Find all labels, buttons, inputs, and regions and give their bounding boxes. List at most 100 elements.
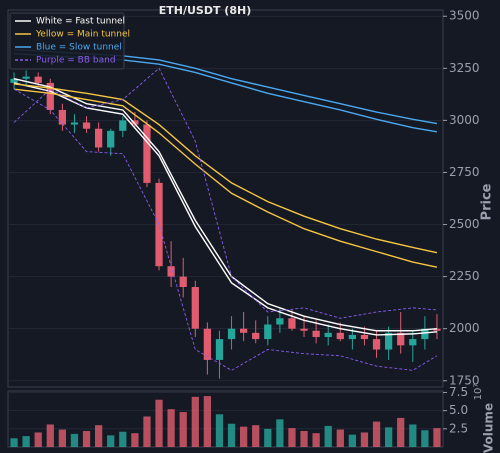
candle-body [95,128,103,148]
candle-body [167,266,175,277]
volume-bar [191,396,199,447]
volume-tick-label: 5.0 [449,403,468,417]
volume-bar [131,433,139,447]
y-tick-label: 2500 [449,217,480,231]
legend-label: Blue = Slow tunnel [36,43,122,53]
y-axis-label: Price [480,183,495,220]
tunnel-line [13,88,438,371]
candle-body [240,328,248,333]
candle-body [70,122,79,125]
volume-bar [155,399,163,447]
legend: White = Fast tunnel Yellow = Main tunnel B… [9,12,130,70]
volume-tick-label: 2.5 [449,421,468,435]
candle-body [10,78,18,83]
volume-bar [264,428,272,447]
tunnel-line [13,88,438,268]
volume-bar [324,425,332,447]
volume-bar [70,433,79,447]
volume-bar [203,396,211,447]
volume-bar [179,412,187,447]
y-tick-label: 2000 [449,321,480,335]
price-panel [7,9,444,388]
volume-bar [10,438,18,447]
y-tick-label: 2250 [449,269,480,283]
candle-body [385,332,393,350]
volume-tick-label: 7.5 [449,385,468,399]
legend-box [9,12,125,70]
candle-body [397,332,405,346]
candle-body [264,324,272,340]
candle-body [191,287,199,329]
candle-body [409,339,417,346]
candle-body [119,120,127,131]
legend-label: White = Fast tunnel [36,17,125,27]
y-tick-label: 3500 [449,9,480,23]
volume-bar [167,409,175,447]
candle-body [203,328,211,360]
volume-bar [82,431,91,447]
candle-body [252,332,260,340]
volume-bar [336,429,344,447]
candle-body [22,76,30,79]
candle-body [46,82,54,110]
y-tick-label: 1750 [449,373,480,387]
volume-bar [288,428,296,447]
volume-bar [312,433,320,447]
volume-axis-label: Volume [482,403,496,453]
volume-bar [433,428,441,447]
candle-body [336,332,344,340]
volume-bar [397,417,405,447]
volume-bar [372,421,381,447]
candle-body [131,120,139,125]
volume-bar [95,425,103,447]
tunnel-line [13,67,437,319]
y-tick-label: 2750 [449,165,480,179]
volume-bar [252,425,260,447]
volume-bar [421,430,429,447]
candle-body [324,332,332,338]
legend-label: Yellow = Main tunnel [35,30,130,40]
candle-body [82,122,91,129]
candle-body [227,328,236,340]
volume-offset: 10⁷ [473,384,484,401]
candle-body [360,334,369,340]
volume-bar [143,416,151,447]
candle-body [433,328,441,331]
volume-bar [58,429,66,447]
candle-body [288,318,296,329]
candle-body [143,124,151,183]
candle-body [372,339,381,350]
volume-bar [107,435,115,447]
candle-body [34,76,42,83]
volume-bar [276,419,284,447]
volume-panel [7,390,444,448]
volume-bar [119,431,127,447]
candle-body [58,109,66,125]
volume-bar [215,414,224,447]
volume-bar [360,432,369,447]
candle-body [107,130,115,148]
volume-bar [300,431,308,447]
candle-body [348,334,356,340]
y-tick-label: 3250 [449,61,480,75]
volume-bar [34,432,42,447]
volume-bar [22,436,30,447]
volume-bar [240,426,248,447]
volume-bar [409,424,417,447]
candle-body [215,339,224,360]
volume-bar [385,427,393,447]
volume-bar [46,424,54,447]
volume-bar [348,434,356,447]
volume-bar [227,423,236,447]
candle-body [300,328,308,331]
candle-body [312,330,320,338]
y-tick-label: 3000 [449,113,480,127]
candle-body [276,318,284,325]
candle-body [421,328,429,340]
legend-label: Purple = BB band [36,56,116,66]
chart-title: ETH/USDT (8H) [159,4,251,17]
candle-body [179,276,187,288]
tunnel-line [13,83,438,254]
